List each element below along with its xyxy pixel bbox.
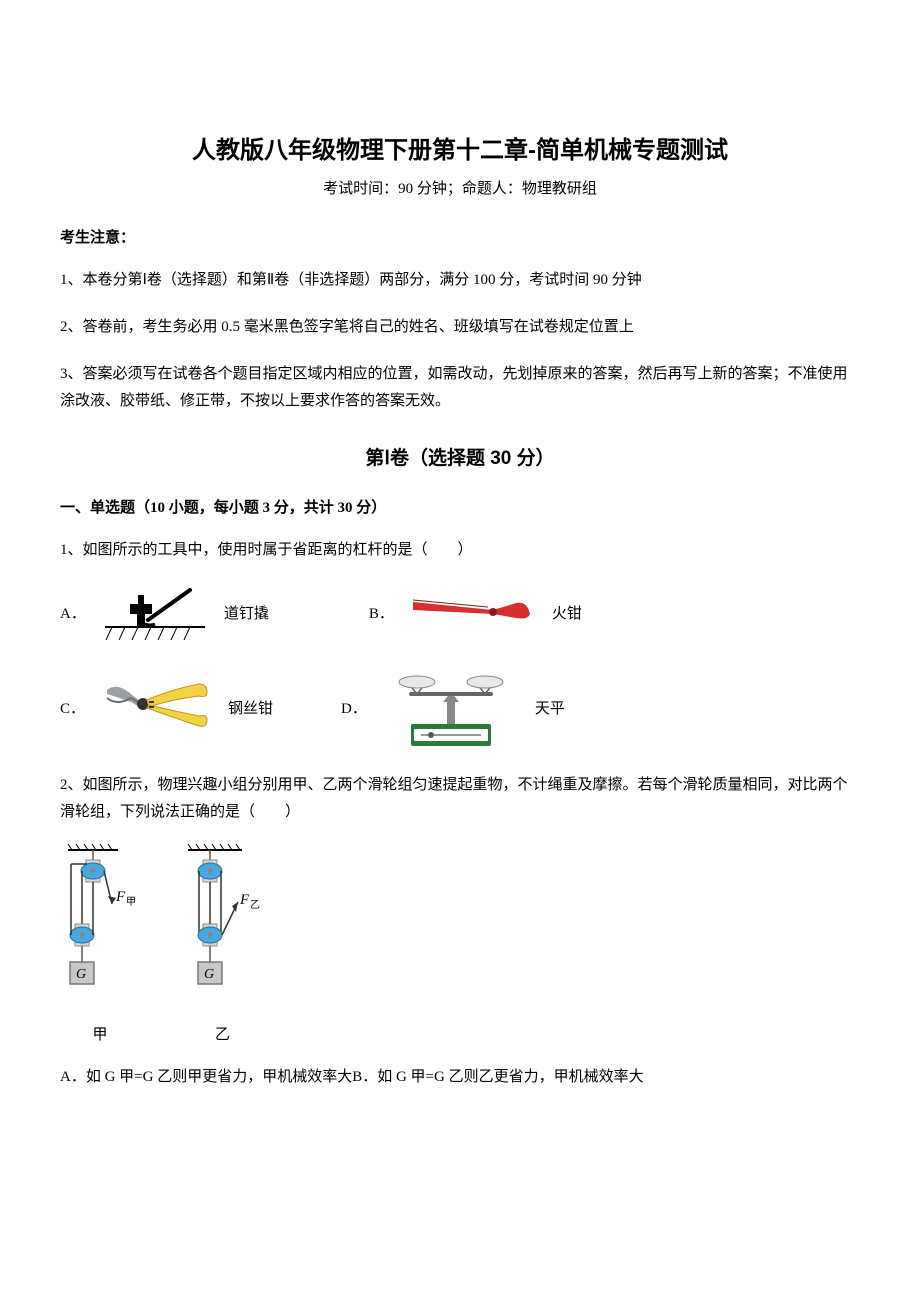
section1-header: 一、单选题（10 小题，每小题 3 分，共计 30 分）	[60, 496, 860, 517]
notice-2: 2、答卷前，考生务必用 0.5 毫米黑色签字笔将自己的姓名、班级填写在试卷规定位…	[60, 314, 860, 341]
svg-text:甲: 甲	[126, 897, 136, 908]
notice-1: 1、本卷分第Ⅰ卷（选择题）和第Ⅱ卷（非选择题）两部分，满分 100 分，考试时间…	[60, 267, 860, 294]
q1-optD-text: 天平	[535, 697, 565, 718]
document-subtitle: 考试时间：90 分钟；命题人：物理教研组	[60, 177, 860, 198]
q1-optB-label: B．	[369, 602, 394, 623]
balance-scale-icon	[381, 662, 521, 752]
q1-optA-label: A．	[60, 602, 86, 623]
svg-text:F: F	[115, 889, 126, 905]
question-1-text: 1、如图所示的工具中，使用时属于省距离的杠杆的是（ ）	[60, 537, 860, 564]
q1-optA-text: 道钉撬	[224, 602, 269, 623]
svg-text:乙: 乙	[250, 899, 260, 911]
q2-figure-row: F 甲 G 甲	[60, 844, 860, 1044]
q1-option-c: C． 钢丝钳	[60, 672, 273, 742]
svg-text:G: G	[204, 967, 214, 982]
svg-text:G: G	[76, 967, 86, 982]
q1-option-d: D． 天平	[341, 662, 565, 752]
pliers-icon	[99, 672, 214, 742]
crowbar-icon	[100, 582, 210, 642]
q2-options-line: A．如 G 甲=G 乙则甲更省力，甲机械效率大B．如 G 甲=G 乙则乙更省力，…	[60, 1064, 860, 1091]
document-title: 人教版八年级物理下册第十二章-简单机械专题测试	[60, 130, 860, 165]
q1-option-b: B． 火钳	[369, 590, 582, 635]
q1-optD-label: D．	[341, 697, 367, 718]
section-header: 第Ⅰ卷（选择题 30 分）	[60, 443, 860, 470]
q1-optC-label: C．	[60, 697, 85, 718]
notice-3: 3、答案必须写在试卷各个题目指定区域内相应的位置，如需改动，先划掉原来的答案，然…	[60, 361, 860, 415]
question-2-text: 2、如图所示，物理兴趣小组分别用甲、乙两个滑轮组匀速提起重物，不计绳重及摩擦。若…	[60, 772, 860, 826]
notice-header: 考生注意：	[60, 226, 860, 247]
q1-optB-text: 火钳	[552, 602, 582, 623]
pulley-jia: F 甲 G 甲	[60, 844, 140, 1044]
pulley-yi: F 乙 G 乙	[180, 844, 265, 1044]
q2-optB: B．如 G 甲=G 乙则乙更省力，甲机械效率大	[352, 1069, 643, 1085]
caption-yi: 乙	[180, 1023, 265, 1044]
svg-text:F: F	[239, 892, 250, 908]
q2-optA: A．如 G 甲=G 乙则甲更省力，甲机械效率大	[60, 1069, 352, 1085]
q1-options-row1: A． 道钉撬 B．	[60, 582, 860, 642]
q1-optC-text: 钢丝钳	[228, 697, 273, 718]
q1-option-a: A． 道钉撬	[60, 582, 269, 642]
tongs-icon	[408, 590, 538, 635]
q1-options-row2: C． 钢丝钳 D．	[60, 662, 860, 752]
caption-jia: 甲	[60, 1023, 140, 1044]
